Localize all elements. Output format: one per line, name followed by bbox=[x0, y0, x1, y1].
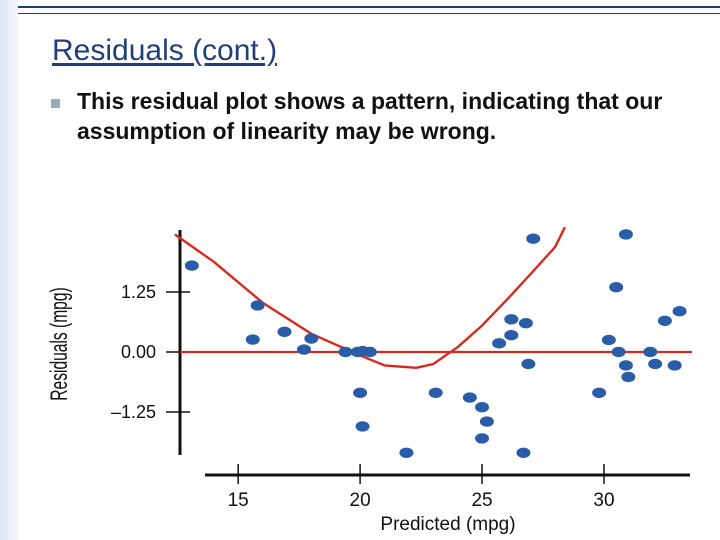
data-point bbox=[245, 334, 260, 345]
y-axis-label: Residuals (mpg) bbox=[47, 287, 73, 400]
y-tick-label: 1.25 bbox=[121, 282, 156, 302]
data-point bbox=[526, 233, 541, 244]
x-axis-label: Predicted (mpg) bbox=[380, 514, 515, 535]
y-tick-label: 0.00 bbox=[121, 342, 156, 362]
data-point bbox=[609, 282, 624, 293]
x-tick-label: 20 bbox=[350, 490, 371, 511]
data-point bbox=[516, 447, 531, 458]
slide-top-rule bbox=[18, 6, 720, 14]
data-point bbox=[601, 334, 616, 346]
data-point bbox=[618, 229, 633, 240]
data-point bbox=[667, 360, 682, 371]
trend-curve bbox=[174, 226, 566, 369]
data-point bbox=[462, 392, 477, 403]
data-point bbox=[521, 358, 536, 370]
data-point bbox=[362, 346, 377, 358]
data-point bbox=[643, 346, 658, 358]
data-point bbox=[399, 447, 414, 458]
data-point bbox=[353, 387, 368, 398]
slide-title: Residuals (cont.) bbox=[52, 34, 278, 67]
y-tick-label: –1.25 bbox=[111, 402, 156, 422]
data-point bbox=[277, 326, 292, 338]
data-point bbox=[611, 346, 626, 358]
data-point bbox=[672, 306, 687, 317]
data-point bbox=[504, 314, 519, 325]
data-point bbox=[338, 346, 353, 358]
data-point bbox=[518, 318, 533, 329]
data-point bbox=[428, 387, 443, 398]
bullet-marker bbox=[51, 99, 60, 108]
data-point bbox=[618, 360, 633, 371]
data-point bbox=[475, 433, 490, 444]
data-point bbox=[304, 333, 319, 344]
data-point bbox=[297, 344, 312, 355]
slide-left-strip bbox=[0, 0, 18, 540]
data-point bbox=[250, 300, 265, 311]
data-point bbox=[657, 315, 672, 326]
data-point bbox=[621, 371, 636, 383]
data-point bbox=[504, 330, 519, 341]
x-tick-label: 30 bbox=[593, 490, 614, 511]
x-tick-label: 15 bbox=[228, 490, 249, 511]
data-point bbox=[355, 421, 370, 432]
data-point bbox=[475, 402, 490, 413]
data-point bbox=[479, 416, 494, 427]
bullet-text: This residual plot shows a pattern, indi… bbox=[77, 88, 663, 144]
data-point bbox=[184, 260, 199, 271]
data-point bbox=[492, 338, 507, 349]
data-point bbox=[648, 358, 663, 370]
x-tick-label: 25 bbox=[471, 490, 492, 511]
data-point bbox=[592, 387, 607, 398]
